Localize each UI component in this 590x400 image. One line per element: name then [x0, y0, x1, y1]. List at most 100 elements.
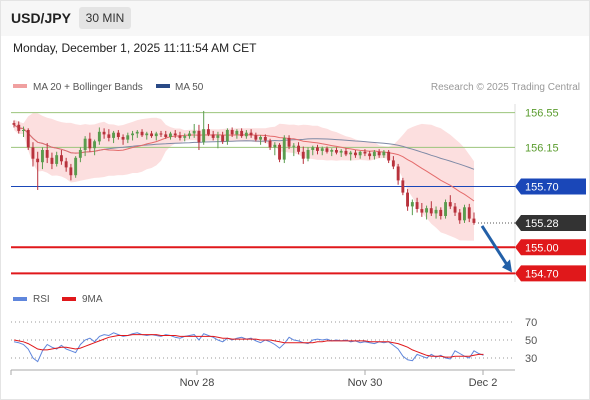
candle-body [368, 153, 372, 157]
candle-body [434, 209, 438, 214]
rsi-series-rsi [13, 332, 484, 363]
level-label-155-28: 155.28 [525, 218, 559, 230]
level-tag-154-70 [515, 265, 586, 282]
candle-body [31, 147, 35, 159]
level-tag-155-00 [515, 239, 586, 256]
candle-body [320, 148, 324, 151]
candle-body [382, 151, 386, 156]
candle-body [254, 135, 258, 140]
rsi-tick-50: 50 [525, 335, 537, 347]
level-tag-155-70 [515, 178, 586, 195]
ma20-legend-label: MA 20 + Bollinger Bands [33, 82, 143, 93]
bollinger-band [14, 113, 474, 241]
candle-body [88, 138, 92, 149]
candle-body [83, 138, 87, 150]
datetime-label: Monday, December 1, 2025 11:11:54 AM CET [13, 41, 257, 55]
rsi-series-9ma [13, 334, 484, 358]
x-tick-label: Nov 30 [348, 377, 383, 389]
candle-body [192, 130, 196, 134]
candle-body [69, 167, 73, 176]
candle-body [60, 155, 63, 162]
candle-body [150, 133, 153, 137]
candle-body [325, 148, 329, 152]
rsi-legend-label: RSI [33, 294, 50, 305]
ma20-line [13, 124, 475, 202]
candle-body [387, 151, 391, 161]
candle-body [207, 129, 210, 135]
candle-body [259, 137, 262, 140]
ma50-legend-label: MA 50 [175, 82, 204, 93]
candle-body [202, 129, 206, 143]
x-tick-label: Dec 2 [469, 377, 498, 389]
candle-body [287, 137, 291, 147]
candle-body [225, 130, 229, 142]
candle-body [453, 206, 457, 213]
forecast-arrow-head [502, 259, 512, 273]
candle-body [140, 131, 144, 136]
candle-body [126, 135, 130, 140]
level-label-155-00: 155.00 [525, 242, 559, 254]
candle-body [230, 130, 234, 135]
rsi-ma-legend-label: 9MA [82, 294, 103, 305]
rsi-plot [11, 321, 515, 363]
candle-body [17, 124, 21, 131]
candle-body [406, 192, 409, 207]
candle-body [41, 150, 44, 163]
candle-body [221, 135, 225, 142]
forecast-arrow-shaft [480, 225, 510, 268]
candle-body [335, 150, 338, 153]
candle-body [401, 180, 405, 193]
candle-body [55, 155, 59, 164]
candle-body [263, 137, 267, 141]
candle-body [116, 132, 120, 137]
candle-body [344, 150, 348, 155]
candle-body [211, 134, 215, 138]
candle-body [349, 152, 353, 155]
candle-body [282, 137, 286, 160]
level-label-156-55: 156.55 [525, 108, 559, 120]
candle-body [311, 147, 315, 150]
candle-body [159, 133, 163, 135]
candle-body [164, 134, 168, 137]
candle-body [278, 144, 281, 160]
candle-body [301, 151, 305, 159]
candle-body [330, 150, 334, 152]
candle-body [425, 208, 428, 213]
candle-body [64, 161, 68, 168]
price-plot [11, 110, 515, 275]
candle-body [420, 209, 424, 213]
candle-body [197, 130, 201, 143]
timeframe-badge[interactable]: 30 MIN [79, 7, 131, 29]
candle-body [467, 207, 471, 219]
ma20-legend-swatch [13, 84, 27, 88]
candle-body [472, 218, 476, 223]
candle-body [178, 135, 182, 138]
candle-body [102, 131, 106, 135]
axis-labels: 156.55 156.15 155.70 155.28 155.00 154.70 70 50… [10, 108, 586, 389]
candle-body [396, 166, 400, 181]
candle-body [36, 158, 40, 163]
x-tick-label: Nov 28 [180, 377, 215, 389]
candle-body [339, 150, 343, 153]
level-label-154-70: 154.70 [525, 268, 559, 280]
rsi-tick-30: 30 [525, 353, 537, 365]
candle-body [316, 147, 319, 151]
candle-body [173, 133, 177, 136]
ma50-legend-swatch [156, 84, 170, 88]
rsi-ma-legend-swatch [62, 297, 76, 301]
candle-body [22, 130, 25, 131]
candle-body [240, 130, 244, 137]
candle-body [297, 145, 300, 152]
candle-body [372, 151, 376, 157]
candle-body [444, 202, 447, 216]
candle-body [439, 209, 443, 216]
candle-body [458, 212, 462, 221]
symbol-title: USD/JPY [11, 10, 71, 26]
candle-body [107, 134, 111, 138]
credit-label: Research © 2025 Trading Central [431, 82, 580, 93]
level-tag-155-28 [515, 214, 586, 231]
candle-body [244, 132, 248, 137]
candle-body [249, 132, 253, 136]
candle-body [268, 140, 272, 148]
